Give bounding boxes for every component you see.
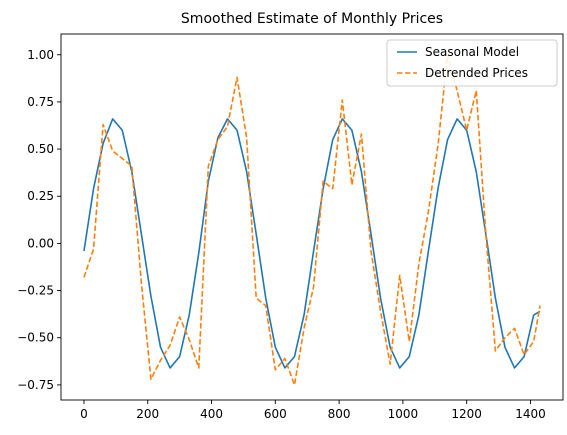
legend: Seasonal Model Detrended Prices	[386, 39, 558, 87]
y-tick-label: 0.75	[27, 95, 54, 109]
y-tick-label: 0.00	[27, 236, 54, 250]
y-tick-label: −0.25	[17, 284, 54, 298]
x-tick-label: 0	[80, 407, 88, 421]
legend-label-seasonal-model: Seasonal Model	[425, 45, 519, 59]
y-tick-label: 0.50	[27, 142, 54, 156]
legend-box	[386, 39, 558, 87]
series-layer	[83, 53, 541, 386]
legend-label-detrended-prices: Detrended Prices	[425, 66, 528, 80]
x-tick-label: 600	[264, 407, 287, 421]
series-line-detrended-prices	[83, 53, 541, 386]
x-tick-label: 200	[136, 407, 159, 421]
chart-title: Smoothed Estimate of Monthly Prices	[181, 11, 443, 27]
y-tick-label: −0.75	[17, 378, 54, 392]
y-tick-label: 0.25	[27, 189, 54, 203]
y-tick-label: 1.00	[27, 48, 54, 62]
x-tick-label: 400	[200, 407, 223, 421]
plot-frame	[60, 33, 564, 401]
series-line-seasonal-model	[83, 118, 541, 369]
x-tick-label: 800	[328, 407, 351, 421]
axes-ticks: 0 200 400 600 800 1000 1200 1400 −0.75 −0.50 −0.25…	[17, 48, 546, 421]
x-tick-label: 1400	[515, 407, 546, 421]
x-tick-label: 1000	[388, 407, 419, 421]
y-tick-label: −0.50	[17, 331, 54, 345]
x-tick-label: 1200	[451, 407, 482, 421]
